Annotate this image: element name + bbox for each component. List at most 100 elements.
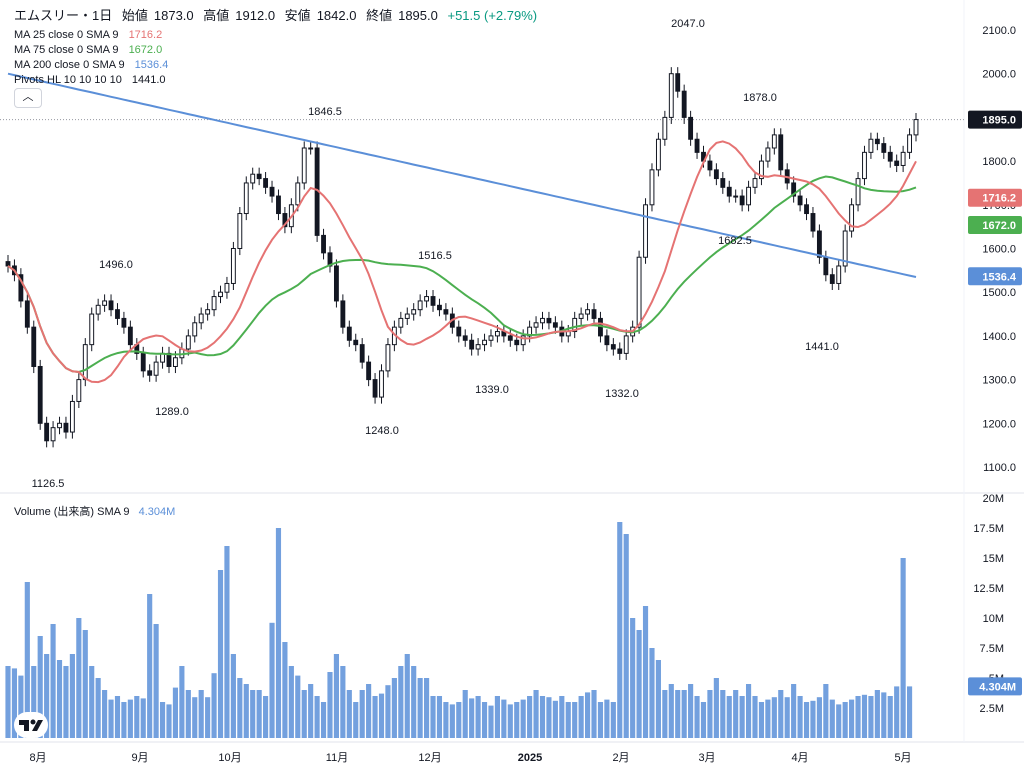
candle-body[interactable]: [379, 370, 384, 398]
volume-bar[interactable]: [610, 702, 616, 738]
volume-bar[interactable]: [230, 654, 236, 738]
candle-body[interactable]: [507, 335, 513, 341]
volume-bar[interactable]: [778, 690, 784, 738]
candle-body[interactable]: [514, 339, 520, 346]
volume-bar[interactable]: [340, 666, 346, 738]
candle-body[interactable]: [31, 326, 37, 367]
volume-bar[interactable]: [237, 678, 243, 738]
volume-bar[interactable]: [642, 606, 649, 738]
candle-body[interactable]: [198, 313, 204, 324]
volume-bar[interactable]: [359, 690, 365, 738]
volume-bar[interactable]: [89, 666, 95, 738]
volume-bar[interactable]: [758, 702, 765, 738]
tradingview-logo-icon[interactable]: [14, 712, 48, 738]
candle-body[interactable]: [153, 361, 159, 376]
volume-bar[interactable]: [539, 696, 546, 738]
volume-bar[interactable]: [436, 696, 443, 738]
volume-bar[interactable]: [675, 690, 681, 738]
volume-bar[interactable]: [726, 696, 732, 738]
volume-bar[interactable]: [552, 700, 558, 738]
candle-body[interactable]: [185, 335, 191, 350]
volume-bar[interactable]: [578, 696, 584, 738]
volume-bar[interactable]: [269, 622, 275, 738]
volume-bar[interactable]: [256, 690, 262, 738]
volume-bar[interactable]: [50, 624, 56, 738]
volume-bar[interactable]: [411, 666, 417, 738]
volume-bar[interactable]: [250, 690, 256, 738]
volume-bar[interactable]: [713, 678, 719, 738]
volume-bar[interactable]: [127, 699, 133, 738]
candle-body[interactable]: [494, 331, 500, 337]
candle-body[interactable]: [250, 173, 256, 184]
candle-body[interactable]: [578, 313, 584, 319]
volume-bar[interactable]: [546, 697, 552, 738]
candle-body[interactable]: [778, 134, 784, 171]
volume-bar[interactable]: [69, 654, 75, 738]
volume-bar[interactable]: [855, 696, 861, 738]
candle-body[interactable]: [655, 138, 661, 171]
candle-body[interactable]: [887, 151, 893, 162]
candle-body[interactable]: [713, 169, 719, 180]
candle-body[interactable]: [662, 116, 668, 140]
volume-bar[interactable]: [385, 685, 391, 738]
candle-body[interactable]: [256, 173, 262, 180]
indicator-ma25[interactable]: MA 25 close 0 SMA 9 1716.2: [14, 28, 162, 43]
volume-bar[interactable]: [636, 630, 642, 738]
candle-body[interactable]: [385, 344, 391, 372]
volume-bar[interactable]: [288, 666, 294, 738]
candle-body[interactable]: [430, 296, 436, 306]
volume-bar[interactable]: [295, 675, 301, 738]
volume-bar[interactable]: [565, 702, 571, 738]
ma75-line[interactable]: [7, 175, 917, 374]
volume-bar[interactable]: [649, 648, 655, 738]
volume-bar[interactable]: [44, 654, 50, 738]
volume-bar[interactable]: [301, 690, 307, 738]
indicator-ma200[interactable]: MA 200 close 0 SMA 9 1536.4: [14, 58, 168, 73]
volume-bar[interactable]: [134, 696, 140, 738]
candle-body[interactable]: [707, 160, 713, 171]
volume-bar[interactable]: [900, 558, 906, 738]
candle-body[interactable]: [276, 195, 281, 215]
candle-body[interactable]: [900, 151, 906, 166]
volume-bar[interactable]: [488, 705, 494, 738]
volume-bar[interactable]: [443, 702, 449, 738]
volume-bar[interactable]: [398, 666, 404, 738]
candle-body[interactable]: [668, 73, 674, 118]
candle-body[interactable]: [211, 296, 217, 311]
volume-bar[interactable]: [76, 618, 82, 738]
volume-bar[interactable]: [166, 704, 172, 738]
candle-body[interactable]: [398, 317, 404, 328]
volume-bar[interactable]: [823, 684, 829, 738]
volume-bar[interactable]: [752, 696, 758, 738]
volume-bar[interactable]: [861, 694, 868, 738]
candle-body[interactable]: [746, 186, 751, 206]
volume-bar[interactable]: [520, 699, 526, 738]
volume-bar[interactable]: [887, 696, 893, 738]
volume-bar[interactable]: [533, 690, 539, 738]
volume-legend[interactable]: Volume (出来高) SMA 9 4.304M: [14, 503, 175, 519]
volume-bar[interactable]: [797, 696, 803, 738]
volume-bar[interactable]: [121, 702, 127, 738]
candle-body[interactable]: [353, 339, 359, 346]
candle-body[interactable]: [89, 313, 95, 346]
volume-bar[interactable]: [18, 675, 24, 738]
volume-bar[interactable]: [604, 699, 610, 738]
candle-body[interactable]: [102, 300, 108, 306]
candle-body[interactable]: [862, 151, 867, 180]
collapse-legend-button[interactable]: ︿: [14, 88, 42, 108]
candle-body[interactable]: [372, 379, 378, 398]
candle-body[interactable]: [50, 427, 56, 442]
candle-body[interactable]: [552, 322, 558, 328]
candle-body[interactable]: [44, 422, 50, 442]
candle-body[interactable]: [366, 361, 372, 381]
candle-body[interactable]: [874, 138, 880, 145]
volume-bar[interactable]: [462, 690, 468, 738]
volume-bar[interactable]: [668, 684, 674, 738]
volume-bar[interactable]: [37, 636, 43, 738]
candle-body[interactable]: [823, 256, 829, 276]
volume-bar[interactable]: [224, 546, 230, 738]
volume-bar[interactable]: [372, 696, 378, 738]
candle-body[interactable]: [907, 134, 912, 153]
volume-bar[interactable]: [217, 570, 224, 738]
